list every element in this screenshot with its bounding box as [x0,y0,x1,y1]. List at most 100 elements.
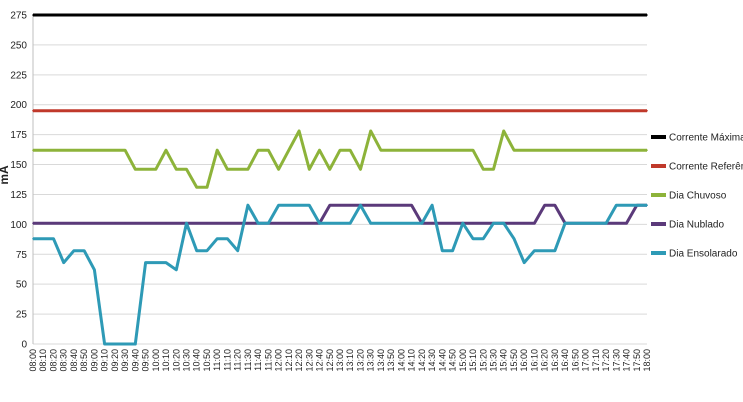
data-point-dia-ensolarado [523,261,525,264]
data-point-corrente-referencia [247,109,249,112]
data-point-dia-ensolarado [625,204,628,206]
data-point-dia-ensolarado [83,249,85,252]
x-tick-label: 12:20 [294,349,304,372]
data-point-dia-chuvoso [267,149,270,151]
x-tick-label: 16:30 [550,349,560,372]
data-point-corrente-maxima [42,14,44,16]
data-point-dia-nublado [390,204,393,206]
data-point-dia-nublado [523,222,525,224]
x-tick-label: 18:00 [642,349,652,372]
data-point-dia-nublado [441,222,444,224]
data-point-corrente-referencia [369,109,372,112]
x-tick-label: 11:40 [253,349,263,371]
data-point-dia-chuvoso [349,149,352,151]
y-tick-label: 225 [10,70,27,81]
data-point-corrente-maxima [144,14,147,16]
data-point-dia-chuvoso [298,130,300,132]
data-point-dia-ensolarado [349,222,352,224]
data-point-corrente-maxima [329,14,331,16]
data-point-dia-ensolarado [32,237,34,240]
data-point-dia-nublado [73,222,75,224]
data-point-dia-nublado [349,204,352,206]
data-point-dia-chuvoso [195,186,198,189]
data-point-dia-chuvoso [185,168,188,171]
data-point-corrente-maxima [32,14,34,16]
data-point-dia-nublado [482,222,485,224]
data-point-dia-ensolarado [165,261,167,264]
x-tick-label: 08:30 [59,349,69,372]
data-point-dia-ensolarado [257,222,259,224]
data-point-dia-ensolarado [216,237,218,240]
data-point-dia-ensolarado [482,237,485,240]
x-tick-label: 08:20 [48,349,58,372]
data-point-dia-ensolarado [574,222,577,224]
data-point-dia-ensolarado [62,261,65,264]
data-point-corrente-maxima [400,14,403,16]
x-tick-label: 10:00 [151,349,161,372]
data-point-corrente-referencia [144,109,147,112]
data-point-corrente-referencia [502,109,505,112]
data-point-corrente-referencia [93,109,96,112]
x-tick-label: 11:20 [233,349,243,371]
data-point-corrente-maxima [533,14,536,16]
data-point-dia-ensolarado [288,204,290,206]
data-point-dia-chuvoso [431,149,433,151]
x-tick-label: 12:00 [274,349,284,372]
data-point-corrente-referencia [564,109,566,112]
series-line-dia-nublado [33,203,647,225]
x-tick-label: 13:00 [335,349,345,372]
data-point-dia-chuvoso [554,149,556,151]
x-tick-label: 11:10 [222,349,232,371]
data-point-corrente-maxima [247,14,249,16]
x-tick-label: 15:50 [509,349,519,372]
x-tick-label: 12:10 [284,349,294,372]
data-point-corrente-referencia [380,109,382,112]
x-tick-label: 15:10 [468,349,478,372]
data-point-corrente-maxima [410,14,413,16]
data-point-corrente-referencia [523,109,525,112]
data-point-corrente-referencia [185,109,188,112]
data-point-corrente-maxima [502,14,505,16]
x-tick-label: 14:30 [427,349,437,372]
x-tick-label: 11:30 [243,349,253,371]
data-point-corrente-referencia [400,109,403,112]
data-point-dia-ensolarado [472,237,474,240]
data-point-dia-chuvoso [533,149,536,151]
data-point-dia-chuvoso [564,149,566,151]
x-tick-label: 11:50 [263,349,273,371]
data-point-corrente-maxima [482,14,485,16]
data-point-dia-ensolarado [502,222,505,224]
x-tick-label: 09:00 [89,349,99,372]
x-tick-label: 13:50 [386,349,396,372]
data-point-dia-nublado [114,222,116,224]
data-point-corrente-maxima [625,14,628,16]
data-point-dia-nublado [554,204,556,206]
legend: Corrente Máxima Corrente Referência Dia Ch… [651,133,743,260]
data-point-corrente-referencia [124,109,126,112]
data-point-dia-nublado [298,222,300,224]
data-point-dia-nublado [247,222,249,224]
y-tick-label: 175 [10,130,27,141]
data-point-corrente-maxima [369,14,372,16]
data-point-dia-ensolarado [144,261,147,264]
data-point-corrente-maxima [114,14,116,16]
data-point-corrente-maxima [390,14,393,16]
data-point-corrente-maxima [257,14,259,16]
data-point-dia-chuvoso [32,149,34,151]
data-point-corrente-referencia [462,109,464,112]
data-point-corrente-maxima [318,14,321,16]
data-point-corrente-maxima [543,14,546,16]
data-point-corrente-referencia [513,109,515,112]
data-point-corrente-maxima [277,14,280,16]
data-point-dia-nublado [52,222,55,224]
data-point-corrente-referencia [103,109,106,112]
data-point-corrente-maxima [646,14,648,16]
x-tick-label: 15:20 [478,349,488,372]
y-axis-label: mA [0,165,11,185]
data-point-corrente-referencia [83,109,85,112]
data-point-dia-ensolarado [226,237,229,240]
data-point-corrente-referencia [32,109,34,112]
data-point-dia-nublado [329,204,331,206]
data-point-corrente-maxima [574,14,577,16]
data-point-dia-nublado [339,204,341,206]
